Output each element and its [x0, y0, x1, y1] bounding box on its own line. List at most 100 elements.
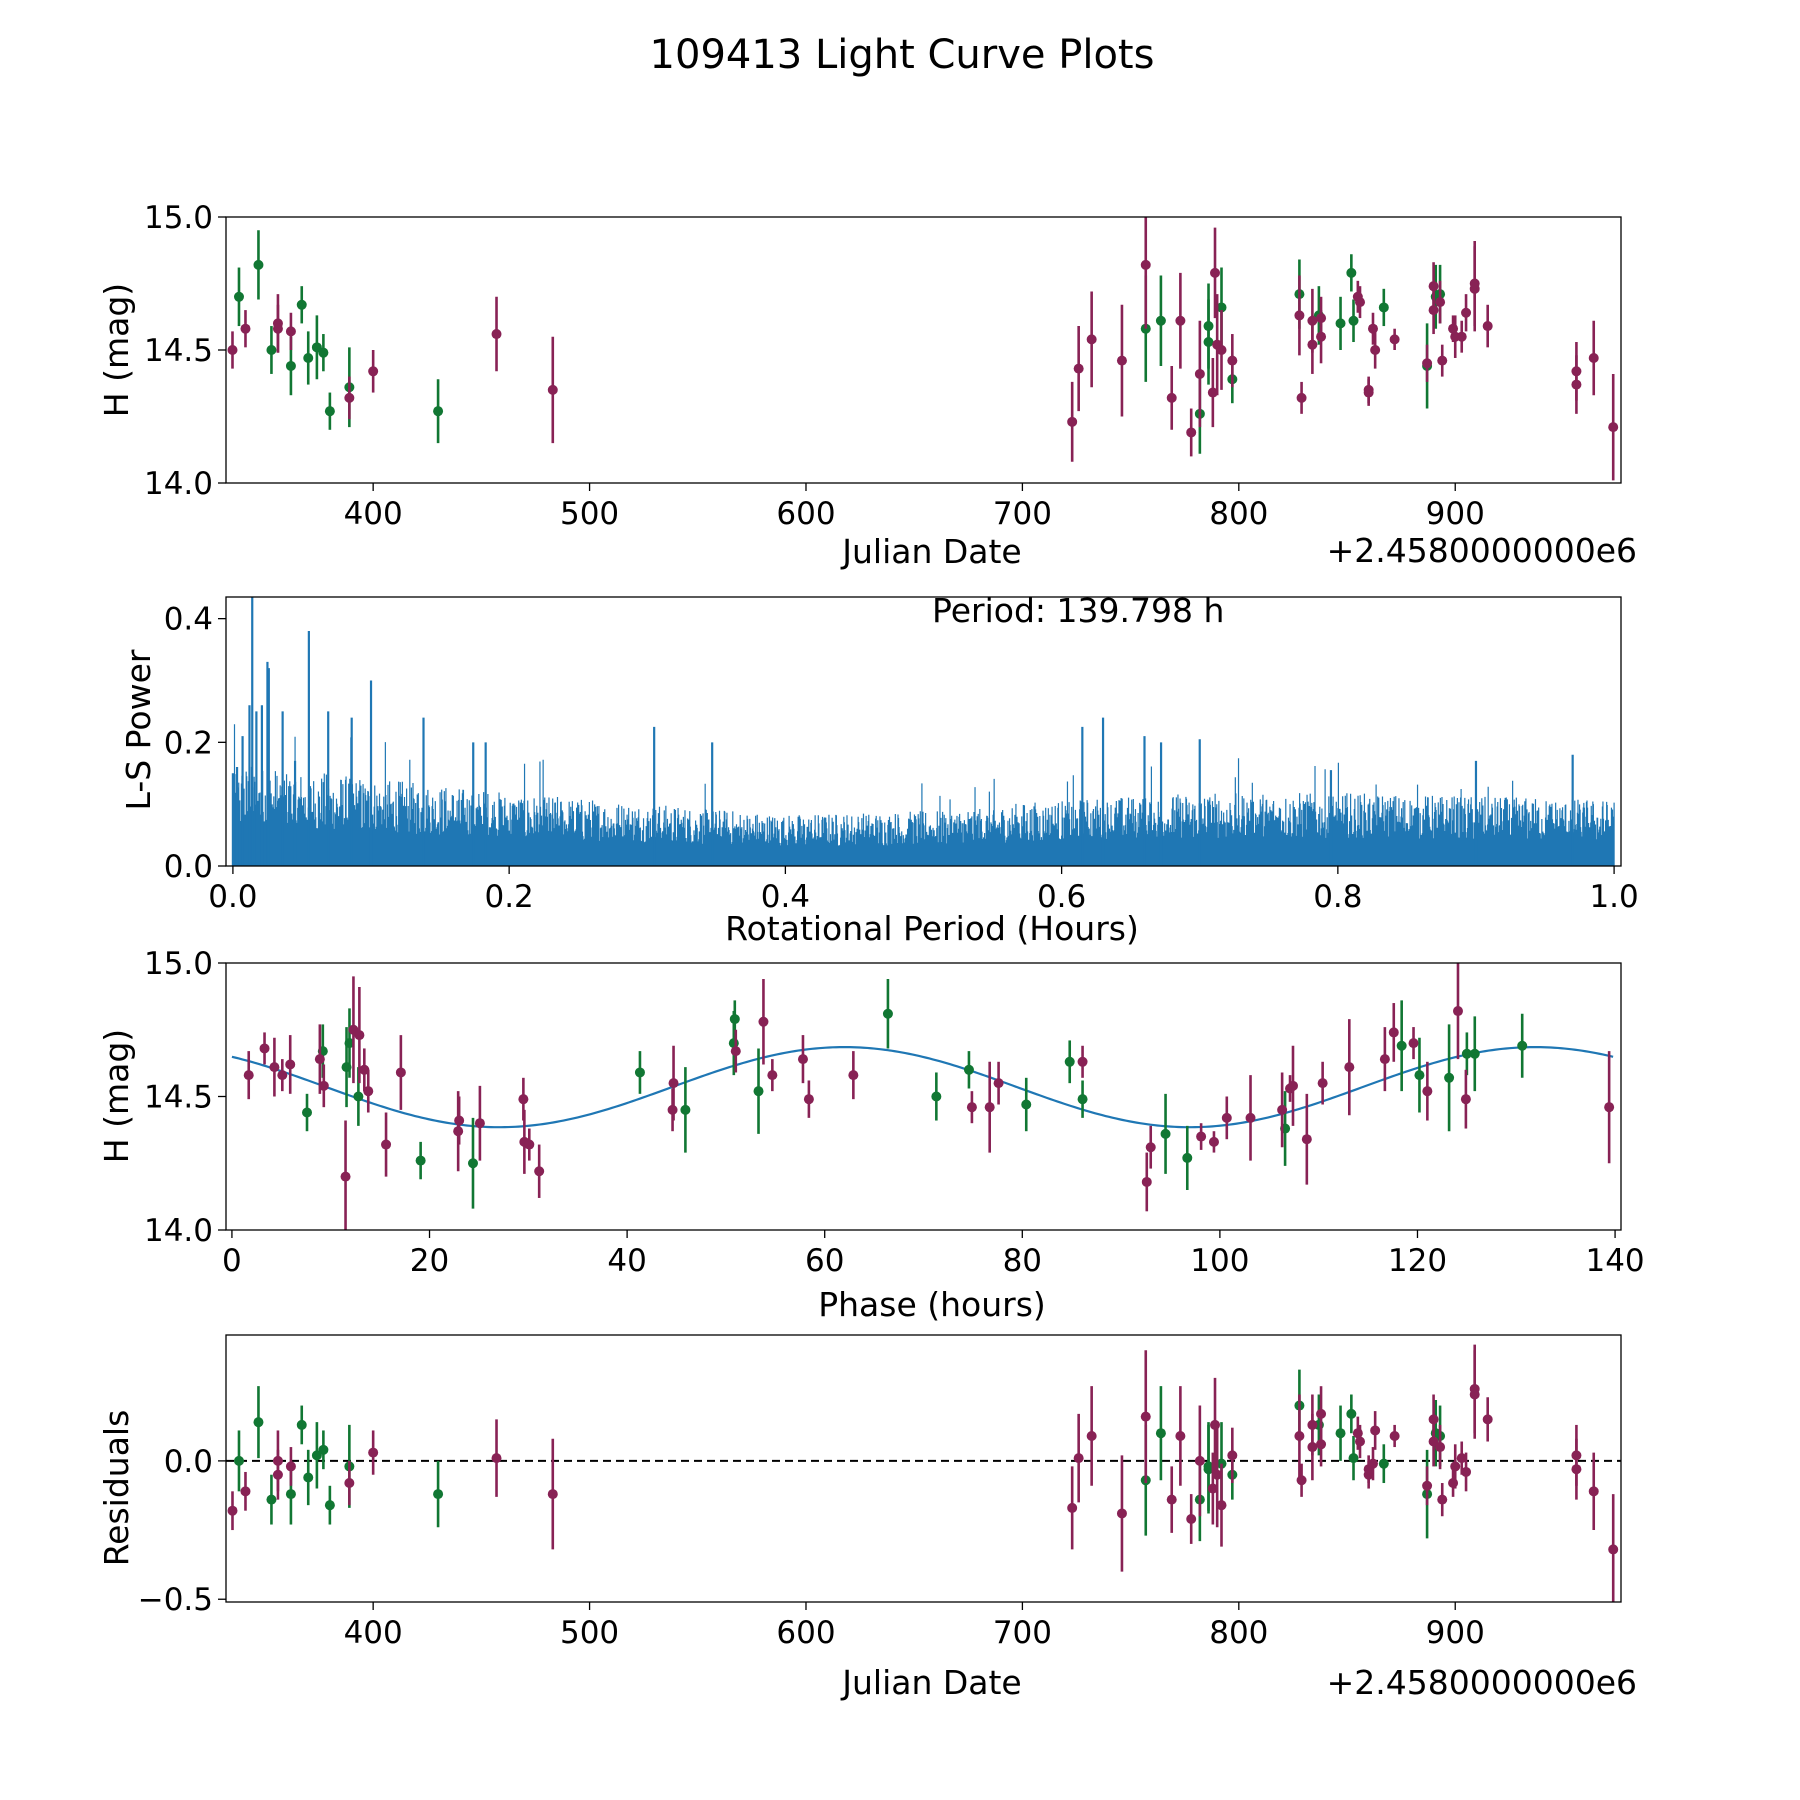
lightcurve-marker	[1227, 355, 1238, 366]
residuals-data-point	[1450, 1444, 1461, 1489]
phased-marker	[1344, 1062, 1355, 1073]
residuals-data-point	[272, 1449, 283, 1500]
phased-data-point	[302, 1093, 313, 1132]
phased-data-point	[269, 1037, 280, 1097]
residuals-data-point	[1435, 1424, 1446, 1470]
lightcurve-data-point	[1175, 272, 1186, 369]
residuals-data-point	[303, 1449, 314, 1506]
phased-marker	[1517, 1040, 1528, 1051]
phased-marker	[269, 1062, 280, 1073]
residuals-data-point	[318, 1430, 329, 1470]
phased-marker	[634, 1067, 645, 1078]
residuals-marker	[266, 1494, 277, 1505]
phased-marker	[758, 1016, 769, 1027]
phased-marker	[1414, 1070, 1425, 1081]
residuals-marker	[233, 1455, 244, 1466]
lightcurve-marker	[1175, 315, 1186, 326]
lightcurve-xtick-label: 900	[1426, 496, 1485, 532]
residuals-marker	[285, 1461, 296, 1472]
phased-data-point	[993, 1061, 1004, 1105]
lightcurve-data-point	[1346, 254, 1357, 292]
residuals-data-point	[1608, 1494, 1619, 1602]
phased-marker	[1145, 1142, 1156, 1153]
phased-marker	[1444, 1072, 1455, 1083]
lightcurve-marker	[1186, 427, 1197, 438]
phased-data-point	[767, 1059, 778, 1092]
lightcurve-marker	[1378, 302, 1389, 313]
phased-marker	[1604, 1102, 1615, 1113]
residuals-data-point	[1367, 1447, 1378, 1481]
residuals-xtick-label: 600	[776, 1615, 835, 1651]
residuals-xtick-label: 900	[1426, 1615, 1485, 1651]
residuals-data-point	[1316, 1422, 1327, 1467]
phased-marker	[1277, 1104, 1288, 1115]
phased-marker	[729, 1014, 740, 1025]
phased-marker	[454, 1115, 465, 1126]
phased-marker	[524, 1139, 535, 1150]
phased-data-point	[285, 1035, 296, 1094]
phased-data-point	[340, 1120, 351, 1230]
phased-marker	[1021, 1099, 1032, 1110]
residuals-data-point	[253, 1386, 264, 1459]
phased-marker	[767, 1070, 778, 1081]
lightcurve-data-point	[1307, 315, 1318, 374]
lightcurve-data-point	[344, 376, 355, 420]
residuals-marker	[311, 1450, 322, 1461]
residuals-marker	[1212, 1469, 1223, 1480]
periodogram-ytick-label: 0.0	[164, 849, 213, 885]
lightcurve-marker	[1067, 416, 1078, 427]
residuals-marker	[303, 1472, 314, 1483]
phased-data-point	[1388, 1003, 1399, 1062]
residuals-data-point	[1469, 1350, 1480, 1439]
residuals-marker	[1307, 1419, 1318, 1430]
phased-marker	[1469, 1048, 1480, 1059]
phased-data-point	[344, 1008, 355, 1078]
lightcurve-data-point	[1203, 283, 1214, 369]
residuals-marker	[1571, 1464, 1582, 1475]
residuals-data-point	[1296, 1463, 1307, 1497]
residuals-marker	[1296, 1475, 1307, 1486]
lightcurve-marker	[1073, 363, 1084, 374]
residuals-marker	[272, 1469, 283, 1480]
phased-data-point	[753, 1048, 764, 1134]
lightcurve-data-point	[1370, 331, 1381, 369]
residuals-data-point	[1588, 1452, 1599, 1531]
residuals-data-point	[233, 1430, 244, 1492]
residuals-marker	[1116, 1508, 1127, 1519]
phased-marker	[1461, 1048, 1472, 1059]
residuals-marker	[1316, 1439, 1327, 1450]
phased-xtick-label: 20	[410, 1243, 449, 1279]
phased-marker	[415, 1155, 426, 1166]
phased-xtick-label: 140	[1585, 1243, 1644, 1279]
lightcurve-data-point	[1355, 286, 1366, 319]
phased-marker	[243, 1070, 254, 1081]
lightcurve-data-point	[266, 326, 277, 374]
phased-marker	[1388, 1027, 1399, 1038]
residuals-data-point	[1086, 1386, 1097, 1486]
phased-data-point	[1021, 1077, 1032, 1132]
phased-data-point	[363, 1069, 374, 1113]
periodogram-xtick-label: 0.4	[761, 879, 810, 915]
phased-panel: H (mag) Phase (hours) 0 20 40 60 80 100 120 140…	[97, 946, 1645, 1324]
phased-data-point	[882, 979, 893, 1049]
phased-data-point	[454, 1096, 465, 1145]
residuals-data-point	[547, 1438, 558, 1550]
periodogram-ytick-label: 0.4	[164, 602, 213, 638]
residuals-marker	[1588, 1486, 1599, 1497]
residuals-marker	[1067, 1502, 1078, 1513]
residuals-marker	[1437, 1494, 1448, 1505]
lightcurve-data-point	[1073, 326, 1084, 412]
phased-data-point	[1245, 1075, 1256, 1161]
phased-data-point	[524, 1128, 535, 1161]
lightcurve-marker	[1389, 334, 1400, 345]
residuals-marker	[1355, 1436, 1366, 1447]
phased-ytick-label: 14.0	[144, 1213, 213, 1249]
phased-marker	[1208, 1136, 1219, 1147]
phased-data-point	[395, 1035, 406, 1110]
residuals-data-point	[1307, 1394, 1318, 1456]
phased-marker	[1452, 1006, 1463, 1017]
residuals-marker	[1216, 1500, 1227, 1511]
phased-marker	[259, 1043, 270, 1054]
phased-data-point	[1414, 1037, 1425, 1113]
lightcurve-marker	[1370, 345, 1381, 355]
